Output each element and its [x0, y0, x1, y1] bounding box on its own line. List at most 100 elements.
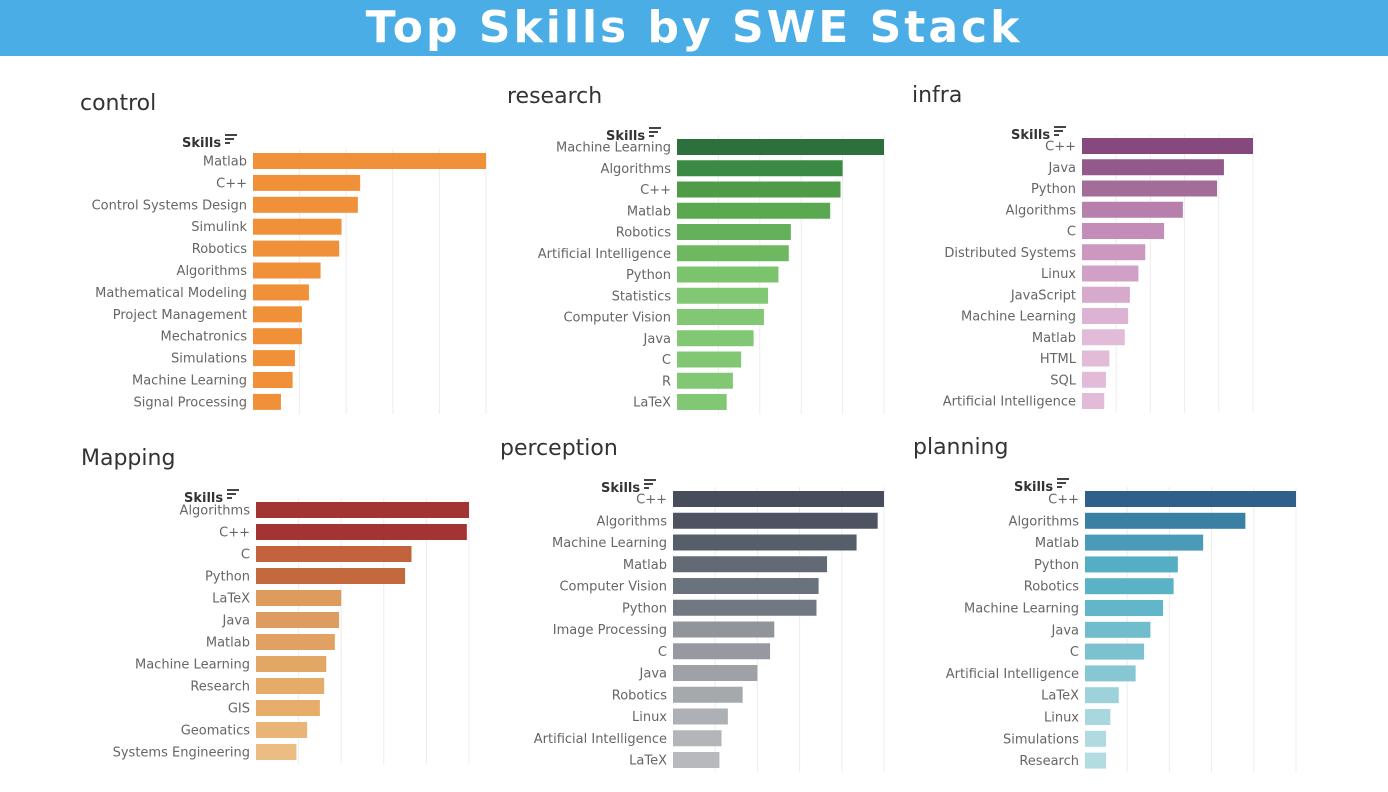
sort-icon[interactable] — [649, 127, 662, 139]
bar[interactable] — [677, 266, 779, 283]
bar[interactable] — [1082, 265, 1139, 282]
bar[interactable] — [1085, 578, 1174, 595]
bar[interactable] — [673, 752, 720, 768]
bar[interactable] — [253, 262, 321, 279]
bar[interactable] — [256, 590, 342, 606]
bar[interactable] — [256, 502, 469, 518]
skills-header-label: Skills — [1011, 128, 1051, 143]
bar[interactable] — [1082, 244, 1146, 261]
bar[interactable] — [677, 181, 841, 198]
skills-header[interactable]: Skills — [1011, 126, 1067, 143]
skills-header[interactable]: Skills — [1014, 478, 1070, 495]
bar[interactable] — [253, 153, 486, 169]
bar[interactable] — [1085, 687, 1119, 704]
bar[interactable] — [253, 284, 309, 301]
bar[interactable] — [253, 350, 295, 367]
bar[interactable] — [673, 665, 758, 681]
bar[interactable] — [677, 139, 884, 155]
bar[interactable] — [673, 686, 743, 703]
category-label: Computer Vision — [559, 580, 667, 595]
bar[interactable] — [253, 196, 358, 213]
bar[interactable] — [1085, 512, 1246, 529]
category-label: Machine Learning — [132, 374, 247, 389]
bar[interactable] — [256, 612, 340, 628]
bar[interactable] — [1082, 308, 1129, 324]
bar[interactable] — [253, 306, 302, 323]
bar[interactable] — [1085, 491, 1296, 507]
bar[interactable] — [1085, 730, 1107, 747]
bar[interactable] — [256, 700, 320, 716]
sort-icon[interactable] — [1057, 478, 1070, 490]
bar[interactable] — [677, 224, 791, 240]
bar[interactable] — [1085, 621, 1151, 638]
category-label: Project Management — [113, 308, 247, 323]
bar[interactable] — [677, 160, 843, 177]
skills-header-label: Skills — [601, 481, 641, 496]
bar[interactable] — [253, 328, 302, 345]
bar[interactable] — [1082, 201, 1183, 218]
title-banner: Top Skills by SWE Stack — [0, 0, 1388, 56]
bar[interactable] — [1085, 534, 1204, 551]
category-label: LaTeX — [1041, 689, 1079, 704]
bar[interactable] — [256, 722, 308, 738]
bar[interactable] — [1082, 180, 1218, 197]
bar[interactable] — [673, 730, 722, 747]
category-label: Mechatronics — [161, 330, 248, 345]
bar[interactable] — [673, 621, 775, 638]
bar[interactable] — [677, 351, 742, 368]
bar[interactable] — [673, 556, 828, 573]
bar[interactable] — [1082, 223, 1165, 239]
bar[interactable] — [673, 578, 819, 594]
bar[interactable] — [256, 634, 335, 650]
bar[interactable] — [1085, 600, 1164, 616]
bar[interactable] — [673, 643, 771, 660]
bar[interactable] — [256, 744, 297, 760]
bar[interactable] — [253, 372, 293, 388]
bar[interactable] — [677, 330, 754, 347]
bar[interactable] — [1082, 371, 1106, 388]
bar[interactable] — [677, 287, 769, 304]
skills-header[interactable]: Skills — [184, 489, 240, 506]
bar[interactable] — [673, 512, 878, 529]
sort-icon[interactable] — [1054, 126, 1067, 138]
bar[interactable] — [253, 240, 340, 257]
bar[interactable] — [1085, 556, 1178, 573]
skills-header[interactable]: Skills — [182, 134, 238, 151]
bar[interactable] — [673, 534, 857, 551]
sort-icon[interactable] — [227, 489, 240, 501]
bar[interactable] — [1085, 752, 1107, 769]
bar[interactable] — [1085, 643, 1145, 660]
bar[interactable] — [256, 656, 327, 672]
bar[interactable] — [1082, 393, 1105, 409]
sort-icon[interactable] — [225, 134, 238, 146]
bar[interactable] — [256, 524, 467, 540]
skills-header[interactable]: Skills — [606, 127, 662, 144]
bar[interactable] — [256, 546, 412, 562]
bar[interactable] — [1082, 138, 1253, 154]
bar[interactable] — [677, 309, 764, 325]
bar[interactable] — [673, 599, 817, 616]
category-label: Statistics — [612, 289, 672, 304]
bar[interactable] — [1082, 329, 1125, 346]
sort-icon[interactable] — [644, 479, 657, 491]
bar[interactable] — [677, 202, 831, 219]
panel-title: perception — [500, 436, 618, 461]
bar[interactable] — [677, 394, 727, 410]
bar[interactable] — [253, 174, 361, 191]
bar[interactable] — [1082, 350, 1110, 367]
bar[interactable] — [1085, 665, 1136, 682]
bar[interactable] — [677, 245, 789, 262]
bar[interactable] — [1085, 709, 1111, 725]
bar[interactable] — [1082, 159, 1224, 176]
panel-title: control — [80, 91, 157, 116]
bar[interactable] — [253, 218, 342, 235]
bar[interactable] — [677, 372, 733, 389]
bar[interactable] — [256, 678, 325, 694]
bar[interactable] — [256, 568, 406, 584]
bar[interactable] — [673, 708, 728, 725]
bar[interactable] — [1082, 286, 1130, 303]
skills-header[interactable]: Skills — [601, 479, 657, 496]
category-label: C — [658, 645, 667, 660]
bar[interactable] — [673, 491, 884, 507]
bar[interactable] — [253, 393, 281, 410]
